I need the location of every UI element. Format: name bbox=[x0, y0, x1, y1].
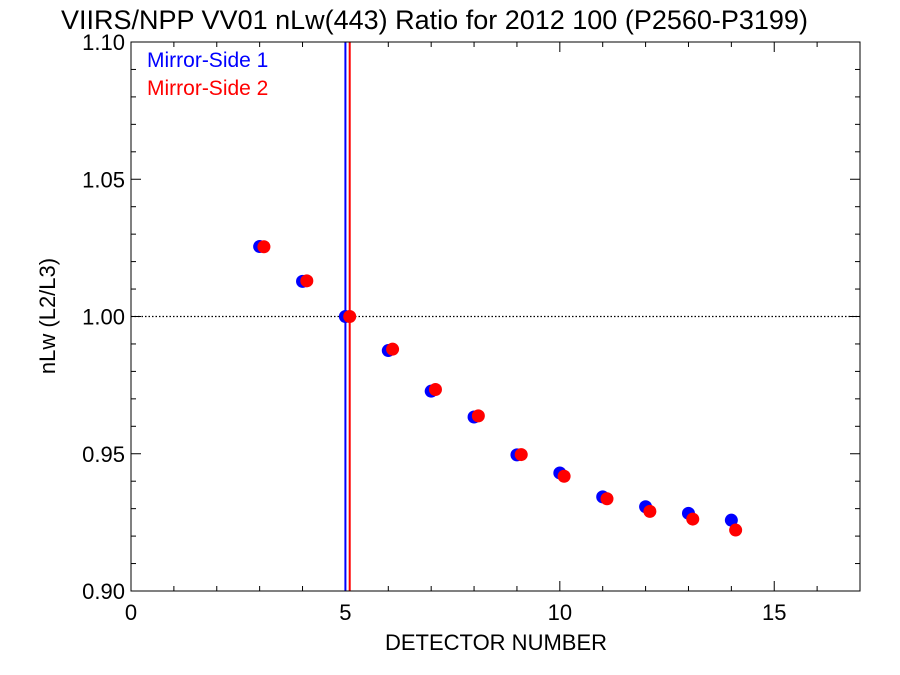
y-tick-label: 0.90 bbox=[82, 579, 125, 604]
series-1-point bbox=[724, 513, 738, 527]
y-tick-label: 1.05 bbox=[82, 167, 125, 192]
series-2-point bbox=[386, 342, 400, 356]
x-tick-label: 15 bbox=[762, 600, 786, 625]
series-2-point bbox=[643, 504, 657, 518]
series-2-point bbox=[729, 523, 743, 537]
series-2-point bbox=[257, 240, 271, 254]
series-2-point bbox=[600, 492, 614, 506]
series-2-point bbox=[471, 409, 485, 423]
x-tick-label: 0 bbox=[125, 600, 137, 625]
series-2-point bbox=[686, 512, 700, 526]
x-tick-label: 5 bbox=[339, 600, 351, 625]
x-tick-label: 10 bbox=[548, 600, 572, 625]
series-2-point bbox=[514, 448, 528, 462]
plot-frame bbox=[130, 41, 861, 592]
series-2-point bbox=[343, 310, 357, 323]
chart-title: VIIRS/NPP VV01 nLw(443) Ratio for 2012 1… bbox=[61, 5, 808, 35]
x-axis-label: DETECTOR NUMBER bbox=[385, 630, 607, 655]
series-2-point bbox=[557, 469, 571, 483]
legend-entry-mirror-side-1: Mirror-Side 1 bbox=[147, 49, 268, 72]
series-2-point bbox=[428, 383, 442, 397]
y-axis-label: nLw (L2/L3) bbox=[35, 258, 60, 374]
legend-entry-mirror-side-2: Mirror-Side 2 bbox=[147, 77, 268, 100]
y-tick-label: 1.00 bbox=[82, 305, 125, 330]
plot-area: 0 5 10 15 0.90 0.95 1.00 1.05 1.10 bbox=[82, 30, 861, 625]
series-2-point bbox=[300, 274, 314, 288]
y-tick-label: 0.95 bbox=[82, 442, 125, 467]
y-tick-label: 1.10 bbox=[82, 30, 125, 55]
